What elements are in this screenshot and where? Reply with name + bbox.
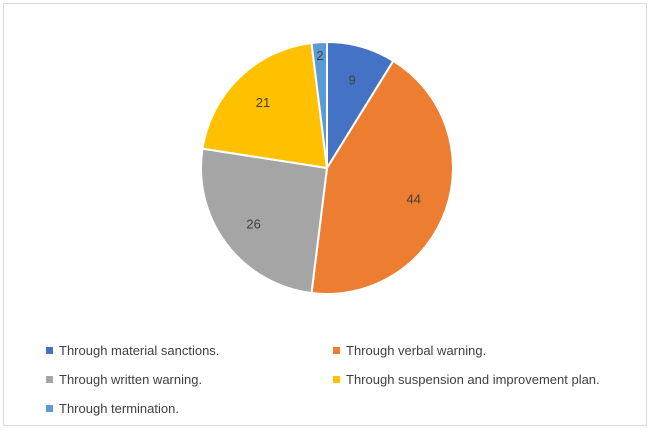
data-label-2: 26 — [246, 216, 260, 231]
pie-slice-4 — [310, 40, 328, 169]
pie-slice-2 — [200, 147, 329, 295]
data-label-0: 9 — [349, 73, 356, 88]
pie-slice-3 — [201, 41, 329, 170]
data-label-4: 2 — [316, 48, 323, 63]
pie-slice-1 — [310, 59, 454, 295]
data-label-3: 21 — [256, 95, 270, 110]
data-label-1: 44 — [407, 192, 421, 207]
pie-data-labels: 9 44 26 21 2 — [246, 48, 421, 232]
pie-slices — [200, 40, 454, 295]
